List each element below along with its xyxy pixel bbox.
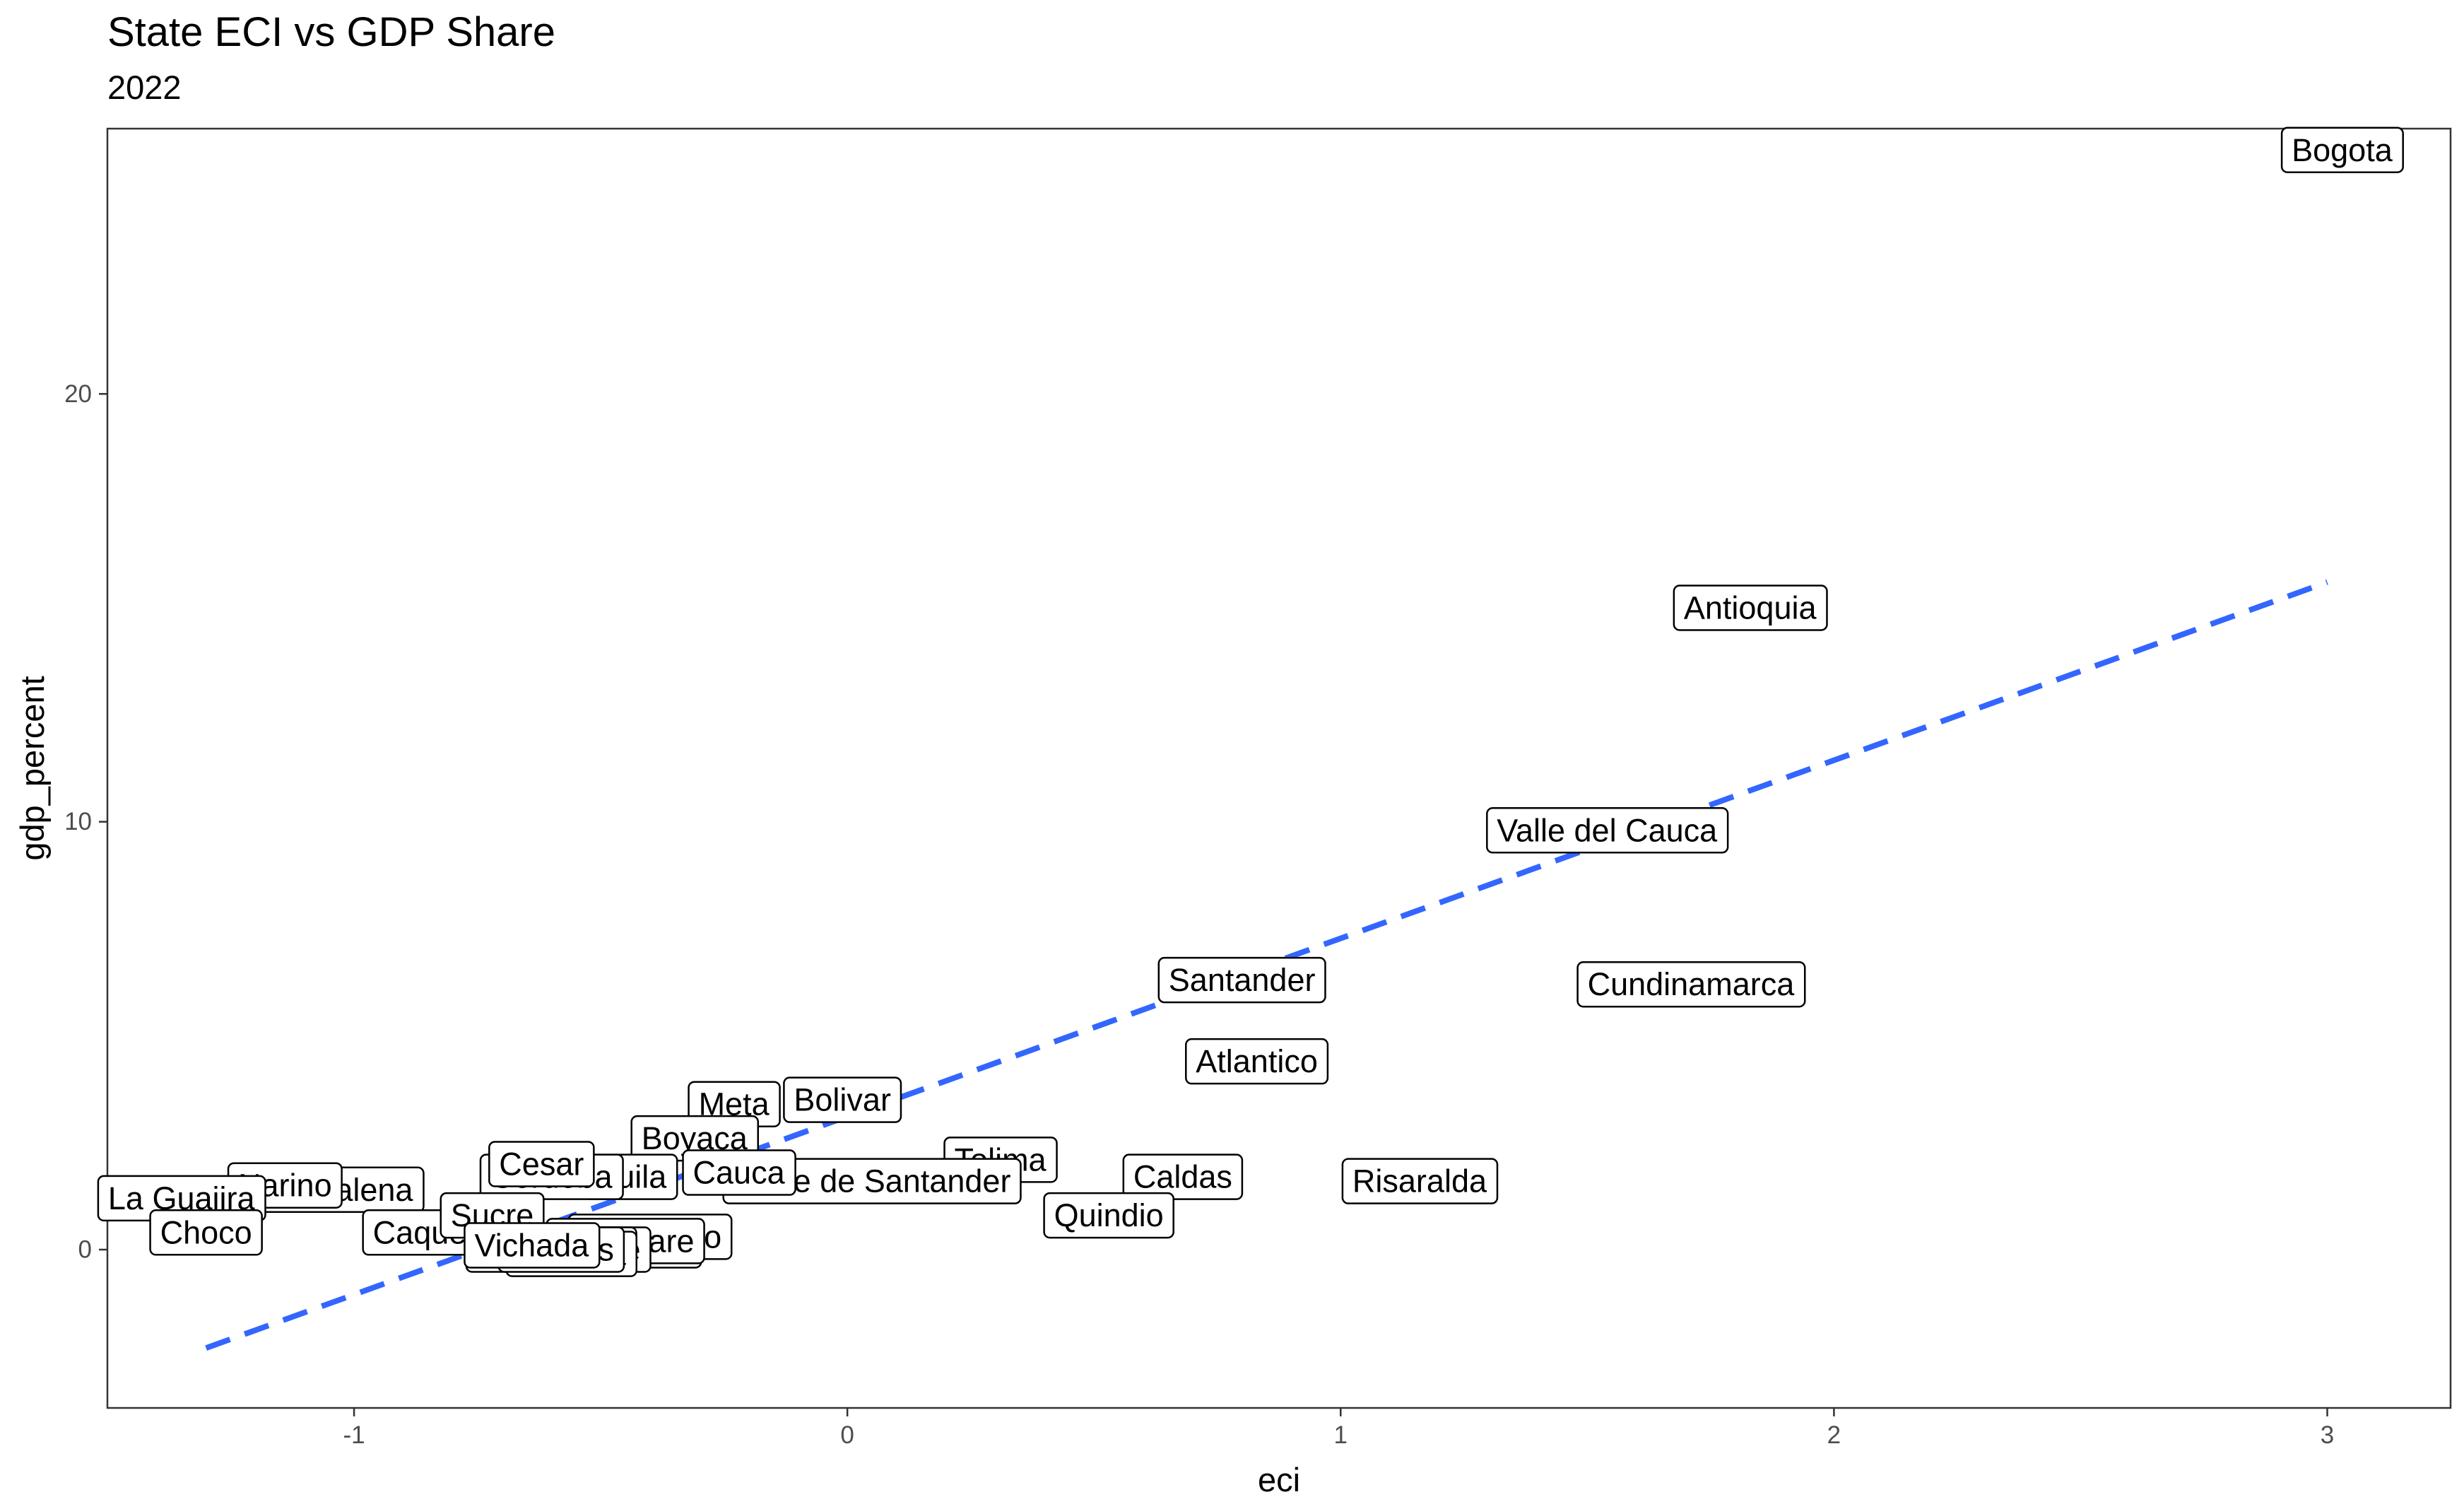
point-label-text: Choco [160, 1214, 252, 1250]
x-tick-label: 3 [2321, 1421, 2334, 1449]
point-label-text: Bogota [2292, 132, 2393, 168]
point-label: Bolivar [783, 1076, 902, 1123]
point-label-text: Valle del Cauca [1497, 812, 1718, 848]
label-box [1157, 956, 1326, 1004]
point-label: Quindio [1043, 1192, 1174, 1239]
label-box [1122, 1153, 1244, 1200]
point-label-text: Atlantico [1196, 1043, 1318, 1079]
label-box [1673, 585, 1828, 631]
label-box [488, 1141, 595, 1187]
point-label-text: Cundinamarca [1588, 966, 1796, 1002]
label-box [1341, 1158, 1499, 1204]
point-label: Cesar [488, 1141, 595, 1187]
point-label: Valle del Cauca [1486, 807, 1729, 854]
point-label: Santander [1157, 956, 1326, 1004]
point-label: Cundinamarca [1576, 961, 1806, 1008]
label-box [2280, 127, 2404, 174]
point-label-text: Caldas [1133, 1159, 1232, 1195]
point-label: Choco [149, 1209, 263, 1256]
point-label-text: Cesar [499, 1146, 584, 1182]
point-label-text: Risaralda [1352, 1163, 1487, 1199]
point-label: Risaralda [1341, 1158, 1499, 1204]
label-box [1185, 1038, 1329, 1085]
point-label-text: Santander [1169, 962, 1316, 998]
point-label: Antioquia [1673, 585, 1828, 631]
label-box [149, 1209, 263, 1256]
point-label-text: Bolivar [794, 1082, 891, 1118]
y-tick-label: 0 [78, 1236, 92, 1264]
x-tick-label: 0 [840, 1421, 854, 1449]
x-tick-label: 1 [1334, 1421, 1348, 1449]
point-label-text: Vichada [474, 1227, 589, 1263]
chart-title: State ECI vs GDP Share [107, 9, 555, 55]
point-label: Cauca [682, 1149, 796, 1196]
x-tick-label: -1 [343, 1421, 365, 1449]
label-box [464, 1222, 601, 1269]
label-box [682, 1149, 796, 1196]
y-tick-label: 20 [64, 380, 92, 408]
y-axis-title: gdp_percent [13, 676, 51, 860]
y-tick-label: 10 [64, 808, 92, 835]
label-box [1043, 1192, 1174, 1239]
point-label-text: Quindio [1054, 1197, 1164, 1233]
label-box [1486, 807, 1729, 854]
point-label: Vichada [464, 1222, 601, 1269]
point-label: Bogota [2280, 127, 2404, 174]
label-box [783, 1076, 902, 1123]
chart-subtitle: 2022 [107, 69, 182, 106]
x-axis-title: eci [1258, 1461, 1300, 1498]
point-label: Caldas [1122, 1153, 1244, 1200]
x-tick-label: 2 [1827, 1421, 1841, 1449]
label-box [1576, 961, 1806, 1008]
point-label-text: Antioquia [1684, 589, 1817, 626]
point-label-text: Cauca [693, 1155, 786, 1191]
point-label: Atlantico [1185, 1038, 1329, 1085]
